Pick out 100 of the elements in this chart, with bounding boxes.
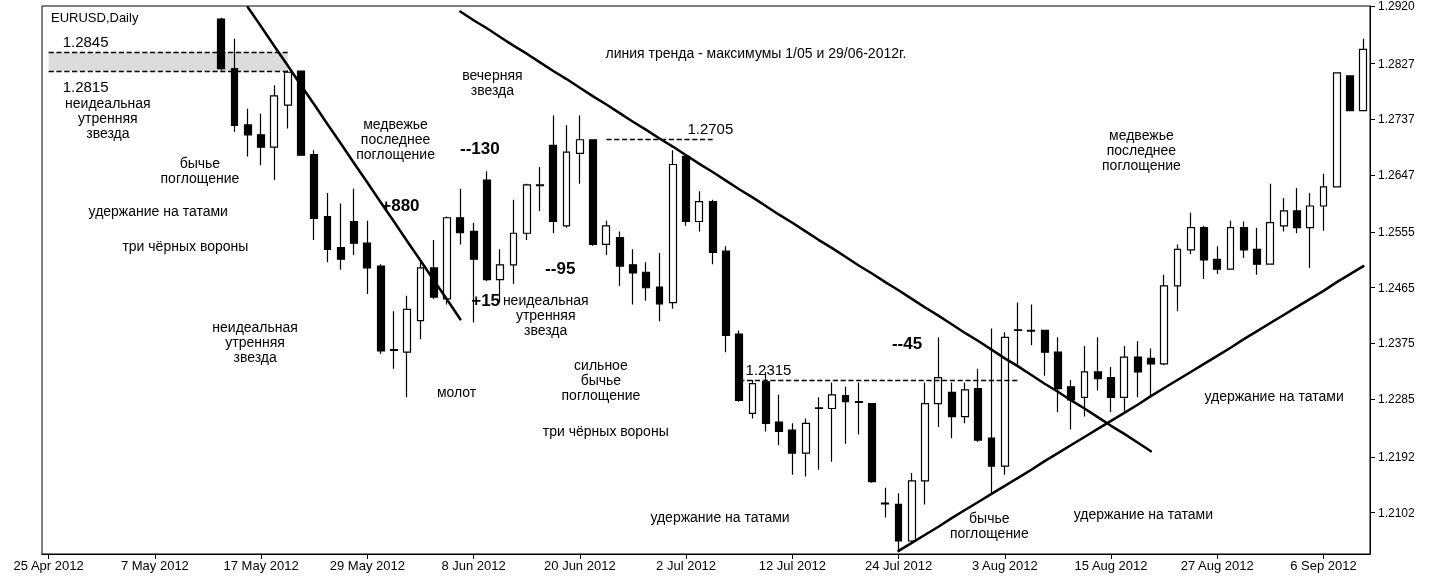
candlestick xyxy=(535,166,545,212)
candlestick xyxy=(336,202,346,271)
candlestick xyxy=(668,149,678,310)
annotation: бычье поглощение xyxy=(160,154,240,186)
candlestick xyxy=(1133,340,1143,398)
x-tick-label: 24 Jul 2012 xyxy=(864,558,933,573)
ref-line-label: 1.2845 xyxy=(62,32,109,50)
chart-title: EURUSD,Daily xyxy=(51,10,139,25)
annotation: удержание на татами xyxy=(650,509,790,525)
annotation: неидеальная утренняя звезда xyxy=(502,292,589,338)
y-tick-label: 1.2102 xyxy=(1378,505,1416,520)
candlestick xyxy=(1119,345,1129,413)
ref-line-label: 1.2315 xyxy=(745,361,792,379)
candlestick xyxy=(575,115,585,185)
x-tick-label: 15 Aug 2012 xyxy=(1074,558,1148,573)
candlestick xyxy=(801,417,811,478)
x-tick-label: 27 Aug 2012 xyxy=(1180,558,1254,573)
candlestick xyxy=(721,245,731,353)
candlestick xyxy=(628,248,638,306)
candlestick xyxy=(841,386,850,445)
candlestick xyxy=(1146,347,1156,397)
candlestick xyxy=(362,220,372,295)
candlestick xyxy=(615,230,625,287)
candlestick xyxy=(1093,336,1103,392)
y-tick-label: 1.2285 xyxy=(1378,392,1416,407)
candlestick xyxy=(1199,225,1209,280)
x-tick-label: 25 Apr 2012 xyxy=(13,558,84,573)
ref-line-label: 1.2815 xyxy=(62,77,109,95)
candlestick xyxy=(548,115,558,234)
candlestick xyxy=(1332,71,1342,189)
candlestick xyxy=(641,261,651,302)
candlestick xyxy=(867,402,877,484)
candlestick xyxy=(402,295,412,398)
candlestick xyxy=(1358,38,1368,112)
candlestick xyxy=(1226,220,1235,271)
y-tick-label: 1.2737 xyxy=(1378,112,1416,127)
candlestick xyxy=(1040,329,1050,377)
annotation: --130 xyxy=(459,138,500,158)
candlestick xyxy=(1173,243,1182,312)
annotation: молот xyxy=(436,384,477,400)
candlestick xyxy=(309,149,319,241)
annotation: удержание на татами xyxy=(1204,388,1344,404)
annotation: вечерняя звезда xyxy=(462,66,523,98)
candlestick xyxy=(588,138,598,247)
candlestick xyxy=(1239,220,1249,259)
candlestick xyxy=(694,190,704,232)
annotation: неидеальная утренняя звезда xyxy=(212,319,298,365)
y-tick-label: 1.2465 xyxy=(1378,280,1416,295)
candlestick xyxy=(349,188,359,256)
candlestick xyxy=(1026,303,1036,346)
y-tick-label: 1.2192 xyxy=(1378,449,1416,464)
x-tick-label: 2 Jul 2012 xyxy=(656,558,717,573)
candlestick xyxy=(1106,366,1116,413)
candlestick xyxy=(455,188,465,245)
candlestick xyxy=(1252,227,1262,276)
x-tick-label: 6 Sep 2012 xyxy=(1290,558,1357,573)
y-tick-label: 1.2827 xyxy=(1378,56,1416,71)
x-tick-label: 12 Jul 2012 xyxy=(758,558,826,573)
candlestick xyxy=(1265,183,1275,266)
candlestick xyxy=(562,124,571,229)
annotation: +880 xyxy=(381,195,420,215)
x-tick-label: 7 May 2012 xyxy=(120,558,189,573)
y-tick-label: 1.2555 xyxy=(1378,225,1416,240)
candlestick xyxy=(376,263,386,355)
annotation: удержание на татами xyxy=(88,203,228,219)
candlestick xyxy=(1319,173,1328,232)
candlestick xyxy=(442,215,452,306)
candlestick xyxy=(681,154,691,227)
candlestick xyxy=(827,381,837,463)
annotation: сильное бычье поглощение xyxy=(561,357,641,403)
candlestick xyxy=(1053,336,1063,413)
candlestick xyxy=(296,69,306,156)
y-tick-label: 1.2647 xyxy=(1378,168,1416,183)
y-tick-label: 1.2920 xyxy=(1378,0,1416,13)
candlestick xyxy=(1212,245,1222,275)
x-tick-label: 8 Jun 2012 xyxy=(441,558,506,573)
candlestick xyxy=(880,487,890,519)
candlestick xyxy=(1186,212,1196,255)
x-tick-label: 20 Jun 2012 xyxy=(544,558,616,573)
candlestick xyxy=(1066,379,1076,431)
candlestick xyxy=(256,113,266,166)
candlestick xyxy=(269,84,279,181)
candlestick xyxy=(509,199,518,285)
candlestick xyxy=(1345,74,1355,112)
annotation: удержание на татами xyxy=(1073,506,1213,522)
candlestick xyxy=(907,472,917,543)
candlestick xyxy=(787,422,797,476)
annotation: бычье поглощение xyxy=(949,509,1029,541)
candlestick xyxy=(814,396,824,471)
candlestick xyxy=(708,199,718,265)
candlestick xyxy=(601,220,611,256)
candlestick xyxy=(429,239,439,300)
candlestick xyxy=(960,381,970,424)
candlestick xyxy=(774,394,784,446)
annotation: три чёрных вороны xyxy=(122,238,249,254)
annotation: неидеальная утренняя звезда xyxy=(65,95,151,141)
candlestick xyxy=(1013,302,1023,366)
x-tick-label: 3 Aug 2012 xyxy=(971,558,1038,573)
candlestick xyxy=(522,183,532,241)
annotation: линия тренда - максимумы 1/05 и 29/06-2012г. xyxy=(605,45,907,61)
